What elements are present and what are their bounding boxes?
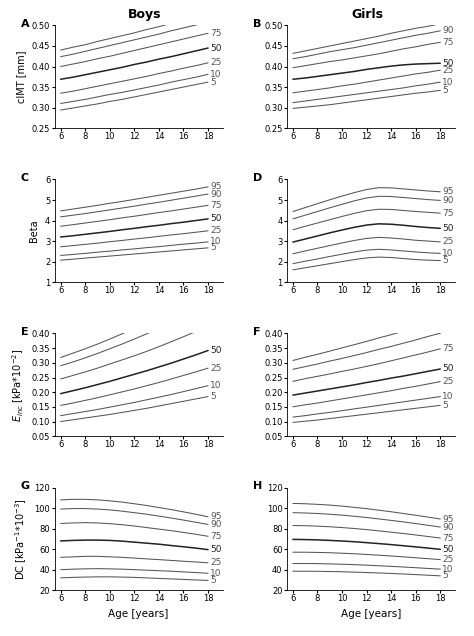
Text: 90: 90: [442, 196, 454, 205]
Text: 25: 25: [442, 237, 454, 246]
Text: 50: 50: [210, 545, 222, 554]
Text: 10: 10: [442, 78, 454, 86]
Text: 10: 10: [210, 70, 222, 79]
Text: 90: 90: [442, 26, 454, 35]
Text: 90: 90: [210, 520, 222, 529]
X-axis label: Age [years]: Age [years]: [341, 609, 401, 619]
Text: 5: 5: [210, 244, 216, 252]
Text: 10: 10: [210, 381, 222, 391]
Text: 75: 75: [442, 534, 454, 543]
Text: 10: 10: [442, 249, 454, 258]
Text: 50: 50: [442, 545, 454, 554]
Text: 10: 10: [442, 392, 454, 401]
Text: 75: 75: [210, 201, 222, 210]
Text: 95: 95: [442, 187, 454, 197]
Text: 5: 5: [442, 86, 448, 95]
Text: 50: 50: [442, 59, 454, 67]
Text: 50: 50: [442, 224, 454, 233]
Y-axis label: DC [kPa$^{-1}$*10$^{-3}$]: DC [kPa$^{-1}$*10$^{-3}$]: [13, 498, 29, 580]
Text: E: E: [21, 328, 28, 337]
Text: 25: 25: [210, 364, 221, 373]
Text: D: D: [253, 173, 262, 183]
Text: 10: 10: [210, 569, 222, 577]
Text: 5: 5: [210, 392, 216, 401]
Text: 90: 90: [442, 523, 454, 532]
Text: F: F: [253, 328, 261, 337]
Text: 5: 5: [442, 571, 448, 580]
Text: 10: 10: [210, 237, 222, 246]
Text: 75: 75: [442, 209, 454, 218]
Text: 25: 25: [210, 558, 221, 567]
Text: 75: 75: [210, 29, 222, 38]
Text: 10: 10: [442, 565, 454, 574]
Text: G: G: [21, 481, 30, 492]
Text: 90: 90: [210, 190, 222, 198]
Text: 25: 25: [210, 226, 221, 235]
Text: 5: 5: [442, 256, 448, 265]
Text: 5: 5: [210, 576, 216, 585]
Text: 95: 95: [210, 183, 222, 191]
Text: 95: 95: [442, 515, 454, 523]
Text: H: H: [253, 481, 262, 492]
Text: 50: 50: [210, 346, 222, 355]
X-axis label: Age [years]: Age [years]: [109, 609, 169, 619]
Text: 75: 75: [442, 38, 454, 47]
Text: 75: 75: [442, 344, 454, 353]
Text: 50: 50: [210, 214, 222, 223]
Text: B: B: [253, 19, 262, 29]
Text: 25: 25: [442, 555, 454, 564]
Y-axis label: $E_{inc}$ [kPa*10$^{-2}$]: $E_{inc}$ [kPa*10$^{-2}$]: [11, 348, 26, 422]
Text: 75: 75: [210, 532, 222, 541]
Text: Boys: Boys: [128, 8, 161, 20]
Text: 50: 50: [442, 364, 454, 373]
Text: 25: 25: [442, 377, 454, 386]
Text: 25: 25: [442, 66, 454, 74]
Text: 5: 5: [210, 78, 216, 86]
Text: 50: 50: [210, 43, 222, 53]
Y-axis label: cIMT [mm]: cIMT [mm]: [16, 50, 26, 103]
Text: C: C: [21, 173, 29, 183]
Text: 5: 5: [442, 401, 448, 410]
Text: 25: 25: [210, 59, 221, 67]
Text: 95: 95: [210, 512, 222, 522]
Text: Girls: Girls: [351, 8, 383, 20]
Y-axis label: Beta: Beta: [29, 219, 39, 242]
Text: A: A: [21, 19, 29, 29]
